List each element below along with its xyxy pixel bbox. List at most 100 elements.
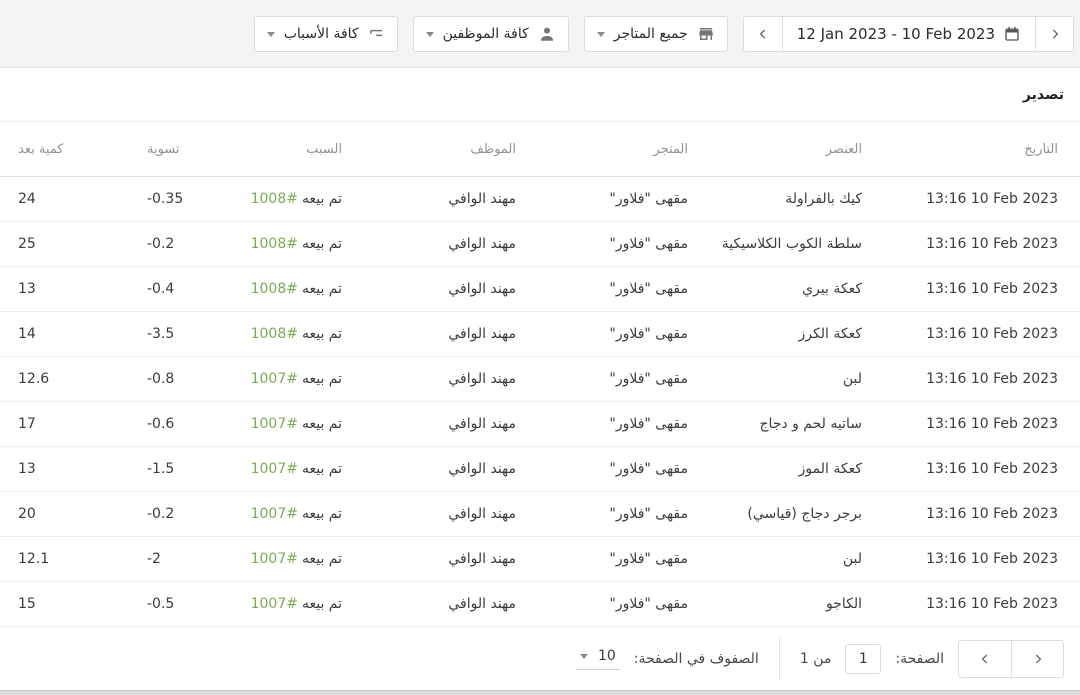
- cell-adjustment: -3.5: [147, 326, 175, 342]
- table-row: 13:16 10 Feb 2023 برجر دجاج (قياسي) مقهى…: [0, 492, 1080, 537]
- cell-reason: تم بيعه1008#: [238, 326, 348, 342]
- next-page-button[interactable]: [1011, 640, 1063, 677]
- cell-date: 13:16 10 Feb 2023: [926, 551, 1058, 567]
- page-input[interactable]: [845, 643, 882, 674]
- rows-per-page-select[interactable]: 10: [575, 647, 620, 670]
- cell-qty-after: 24: [18, 191, 36, 207]
- cell-reason: تم بيعه1007#: [238, 551, 348, 567]
- cell-qty-after: 13: [18, 461, 36, 477]
- table-row: 13:16 10 Feb 2023 لبن مقهى "فلاور" مهند …: [0, 537, 1080, 582]
- stores-filter-button[interactable]: جميع المتاجر: [583, 15, 728, 52]
- cell-employee: مهند الوافي: [448, 281, 516, 297]
- reason-text: تم بيعه: [301, 236, 342, 252]
- table-row: 13:16 10 Feb 2023 سلطة الكوب الكلاسيكية …: [0, 222, 1080, 267]
- cell-item: سلطة الكوب الكلاسيكية: [721, 236, 862, 252]
- caret-down-icon: [266, 32, 275, 37]
- page-nav-group: [958, 639, 1064, 678]
- cell-store: مقهى "فلاور": [609, 371, 688, 387]
- person-icon: [538, 25, 556, 43]
- rows-per-page-value: 10: [597, 647, 616, 664]
- col-reason: السبب: [306, 141, 342, 157]
- receipt-link[interactable]: 1008#: [250, 326, 298, 342]
- receipt-link[interactable]: 1007#: [250, 551, 298, 567]
- receipt-link[interactable]: 1007#: [250, 371, 298, 387]
- cell-date: 13:16 10 Feb 2023: [926, 416, 1058, 432]
- receipt-link[interactable]: 1008#: [250, 281, 298, 297]
- table-row: 13:16 10 Feb 2023 كيك بالفراولة مقهى "فل…: [0, 177, 1080, 222]
- page-total-label: من 1: [799, 650, 832, 667]
- cell-item: لبن: [842, 551, 862, 567]
- cell-employee: مهند الوافي: [448, 461, 516, 477]
- cell-qty-after: 14: [18, 326, 36, 342]
- cell-date: 13:16 10 Feb 2023: [926, 461, 1058, 477]
- export-row: تصدير: [0, 68, 1080, 122]
- receipt-link[interactable]: 1008#: [250, 191, 298, 207]
- col-adjustment: تسوية: [147, 141, 180, 157]
- sort-lines-icon: [368, 25, 385, 42]
- caret-down-icon: [596, 32, 605, 37]
- prev-page-button[interactable]: [959, 640, 1011, 677]
- cell-reason: تم بيعه1008#: [238, 191, 348, 207]
- date-prev-button[interactable]: [743, 16, 782, 51]
- receipt-link[interactable]: 1007#: [250, 596, 298, 612]
- cell-item: الكاجو: [825, 596, 862, 612]
- cell-store: مقهى "فلاور": [609, 461, 688, 477]
- col-item: العنصر: [825, 141, 862, 157]
- reason-text: تم بيعه: [301, 551, 342, 567]
- cell-store: مقهى "فلاور": [609, 191, 688, 207]
- cell-adjustment: -0.5: [147, 596, 175, 612]
- cell-store: مقهى "فلاور": [609, 281, 688, 297]
- date-next-button[interactable]: [1035, 16, 1073, 51]
- reasons-filter-label: كافة الأسباب: [283, 25, 359, 42]
- caret-down-icon: [425, 32, 434, 37]
- receipt-link[interactable]: 1007#: [250, 416, 298, 432]
- cell-date: 13:16 10 Feb 2023: [926, 236, 1058, 252]
- cell-adjustment: -1.5: [147, 461, 175, 477]
- date-range-picker: 12 Jan 2023 - 10 Feb 2023: [742, 15, 1074, 52]
- cell-date: 13:16 10 Feb 2023: [926, 506, 1058, 522]
- col-qty-after: كمية بعد: [18, 141, 64, 157]
- cell-adjustment: -0.2: [147, 506, 175, 522]
- chevron-right-icon: [1030, 651, 1046, 667]
- reason-text: تم بيعه: [301, 506, 342, 522]
- export-button[interactable]: تصدير: [1022, 86, 1064, 103]
- calendar-icon: [1003, 25, 1021, 43]
- cell-store: مقهى "فلاور": [609, 506, 688, 522]
- employees-filter-label: كافة الموظفين: [442, 25, 529, 42]
- date-range-button[interactable]: 12 Jan 2023 - 10 Feb 2023: [781, 16, 1035, 51]
- cell-employee: مهند الوافي: [448, 236, 516, 252]
- pagination-divider: [778, 637, 780, 680]
- cell-employee: مهند الوافي: [448, 191, 516, 207]
- reason-text: تم بيعه: [301, 326, 342, 342]
- reasons-filter-button[interactable]: كافة الأسباب: [253, 15, 398, 52]
- cell-employee: مهند الوافي: [448, 371, 516, 387]
- col-employee: الموظف: [470, 141, 516, 157]
- cell-employee: مهند الوافي: [448, 551, 516, 567]
- table-row: 13:16 10 Feb 2023 كعكة بيري مقهى "فلاور"…: [0, 267, 1080, 312]
- cell-store: مقهى "فلاور": [609, 236, 688, 252]
- receipt-link[interactable]: 1008#: [250, 236, 298, 252]
- cell-item: كعكة الكرز: [798, 326, 862, 342]
- horizontal-scrollbar[interactable]: [0, 690, 1080, 695]
- table-row: 13:16 10 Feb 2023 لبن مقهى "فلاور" مهند …: [0, 357, 1080, 402]
- cell-date: 13:16 10 Feb 2023: [926, 371, 1058, 387]
- cell-item: لبن: [842, 371, 862, 387]
- chevron-left-icon: [755, 26, 771, 42]
- cell-qty-after: 12.6: [18, 371, 50, 387]
- table-row: 13:16 10 Feb 2023 كعكة الموز مقهى "فلاور…: [0, 447, 1080, 492]
- cell-qty-after: 15: [18, 596, 36, 612]
- employees-filter-button[interactable]: كافة الموظفين: [412, 15, 569, 52]
- receipt-link[interactable]: 1007#: [250, 461, 298, 477]
- pagination-bar: الصفحة: من 1 الصفوف في الصفحة: 10: [0, 627, 1080, 690]
- col-date: التاريخ: [1024, 141, 1058, 157]
- receipt-link[interactable]: 1007#: [250, 506, 298, 522]
- cell-employee: مهند الوافي: [448, 596, 516, 612]
- store-icon: [697, 25, 715, 43]
- reason-text: تم بيعه: [301, 281, 342, 297]
- cell-qty-after: 25: [18, 236, 36, 252]
- cell-reason: تم بيعه1008#: [238, 281, 348, 297]
- cell-reason: تم بيعه1007#: [238, 596, 348, 612]
- adjustments-table: التاريخ العنصر المتجر الموظف السبب تسوية…: [0, 122, 1080, 627]
- cell-qty-after: 13: [18, 281, 36, 297]
- cell-qty-after: 12.1: [18, 551, 50, 567]
